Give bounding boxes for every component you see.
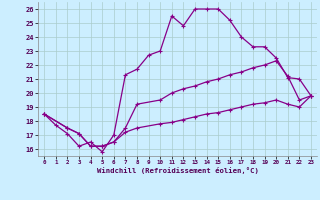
X-axis label: Windchill (Refroidissement éolien,°C): Windchill (Refroidissement éolien,°C) bbox=[97, 167, 259, 174]
